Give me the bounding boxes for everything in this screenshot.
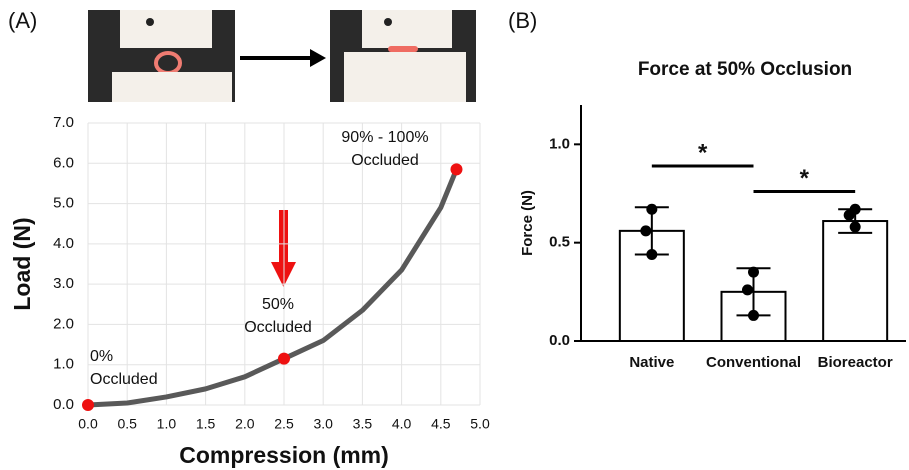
y-tick-label: 1.0	[53, 356, 74, 373]
data-point	[748, 309, 759, 321]
data-point	[640, 225, 652, 237]
x-tick-label: Conventional	[706, 354, 801, 371]
y-tick-label: 5.0	[53, 195, 74, 212]
data-point	[742, 284, 753, 296]
x-axis-label: Compression (mm)	[179, 442, 389, 468]
y-tick-label: 6.0	[53, 154, 74, 171]
bar	[822, 220, 889, 343]
y-tick-label: 4.0	[53, 235, 74, 252]
data-point	[646, 203, 658, 215]
y-tick-label: 0.5	[549, 234, 570, 251]
x-tick-label: 0.5	[117, 416, 137, 432]
marker	[450, 163, 463, 176]
data-point	[849, 221, 861, 233]
y-axis-label: Load (N)	[9, 217, 35, 310]
chart-title: Force at 50% Occlusion	[638, 59, 852, 80]
panel-label: (B)	[508, 8, 537, 33]
x-tick-label: 4.0	[392, 416, 412, 432]
x-tick-label: Bioreactor	[818, 354, 893, 371]
annotation: Occluded	[90, 371, 158, 388]
significance-label: *	[698, 139, 708, 166]
annotation: 50%	[262, 296, 294, 313]
data-point	[748, 266, 759, 278]
x-tick-label: 1.0	[157, 416, 177, 432]
annotation: Occluded	[351, 152, 419, 169]
y-tick-label: 1.0	[549, 135, 570, 152]
x-tick-label: 2.5	[274, 416, 294, 432]
y-tick-label: 2.0	[53, 315, 74, 332]
x-tick-label: 1.5	[196, 416, 216, 432]
x-tick-label: Native	[629, 354, 674, 371]
data-point	[843, 209, 855, 221]
marker	[278, 352, 290, 365]
panel-label: (A)	[8, 8, 37, 33]
y-tick-label: 3.0	[53, 275, 74, 292]
annotation: 90% - 100%	[341, 129, 428, 146]
data-point	[646, 248, 658, 260]
photo-before	[88, 10, 235, 102]
y-tick-label: 0.0	[53, 396, 74, 413]
bar	[618, 229, 685, 342]
annotation: Occluded	[244, 319, 312, 336]
x-tick-label: 3.0	[313, 416, 333, 432]
arrow	[240, 49, 326, 67]
y-tick-label: 7.0	[53, 114, 74, 131]
annotation: 0%	[90, 348, 113, 365]
x-tick-label: 3.5	[353, 416, 373, 432]
x-tick-label: 5.0	[470, 416, 490, 432]
y-tick-label: 0.0	[549, 332, 570, 349]
x-tick-label: 4.5	[431, 416, 451, 432]
photo-after	[330, 10, 476, 102]
marker	[82, 399, 94, 411]
y-axis-label: Force (N)	[519, 190, 536, 256]
x-tick-label: 2.0	[235, 416, 255, 432]
significance-label: *	[800, 165, 810, 192]
x-tick-label: 0.0	[78, 416, 98, 432]
